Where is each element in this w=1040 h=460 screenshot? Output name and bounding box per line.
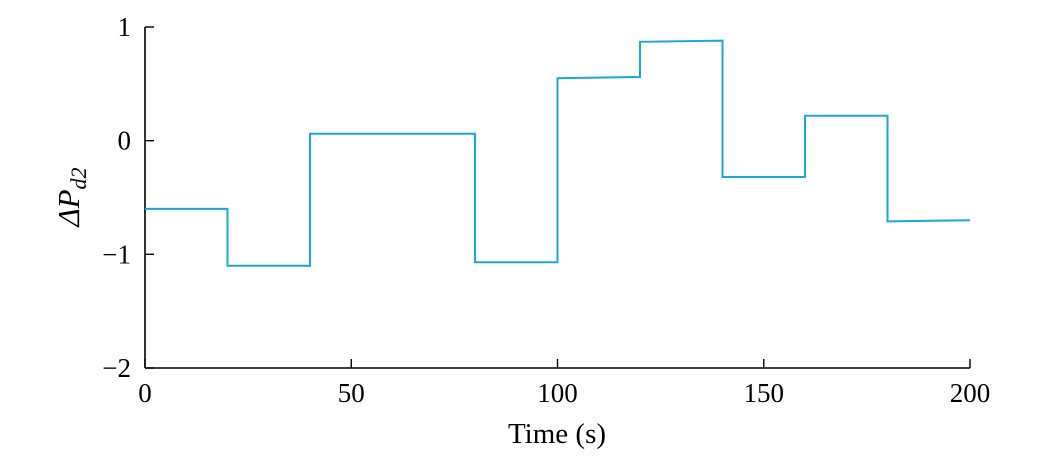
- x-tick-label: 0: [138, 378, 152, 408]
- y-tick-label: −1: [102, 239, 131, 269]
- y-tick-label: 0: [118, 126, 132, 156]
- x-tick-label: 100: [537, 378, 578, 408]
- plot-area: [144, 27, 971, 369]
- x-axis-ticks: 0 50 100 150 200: [138, 359, 990, 408]
- x-tick-label: 200: [950, 378, 991, 408]
- y-tick-label: −2: [102, 353, 131, 383]
- y-axis-title-subscript: d2: [66, 167, 91, 189]
- y-axis-title-symbol: ΔP: [51, 189, 86, 228]
- y-axis-ticks: 1 0 −1 −2: [102, 12, 154, 383]
- x-tick-label: 150: [744, 378, 785, 408]
- x-axis-title: Time (s): [508, 418, 606, 450]
- series-line-delta-pd2: [145, 39, 971, 267]
- x-tick-label: 50: [338, 378, 365, 408]
- y-tick-label: 1: [118, 12, 132, 42]
- y-axis-title: ΔPd2: [51, 167, 91, 228]
